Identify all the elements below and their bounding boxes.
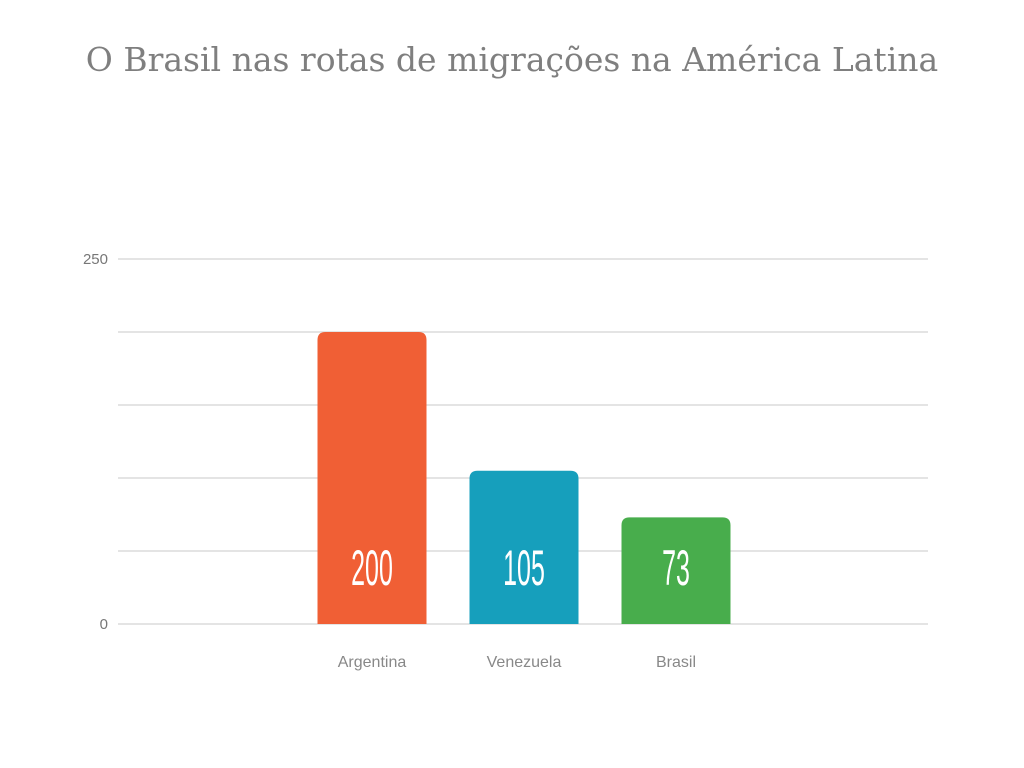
data-label: 73 <box>662 541 690 597</box>
y-tick-label: 0 <box>100 616 108 633</box>
y-tick-label: 250 <box>83 251 108 268</box>
x-tick-label: Venezuela <box>487 654 562 671</box>
x-tick-label: Argentina <box>338 654 407 671</box>
bar-brasil <box>621 517 731 624</box>
chart-title: O Brasil nas rotas de migrações na Améri… <box>85 40 939 79</box>
data-label: 200 <box>351 541 393 597</box>
data-label: 105 <box>503 541 545 597</box>
bar-venezuela <box>469 470 579 624</box>
bar-argentina <box>317 332 427 624</box>
x-tick-label: Brasil <box>656 654 696 671</box>
